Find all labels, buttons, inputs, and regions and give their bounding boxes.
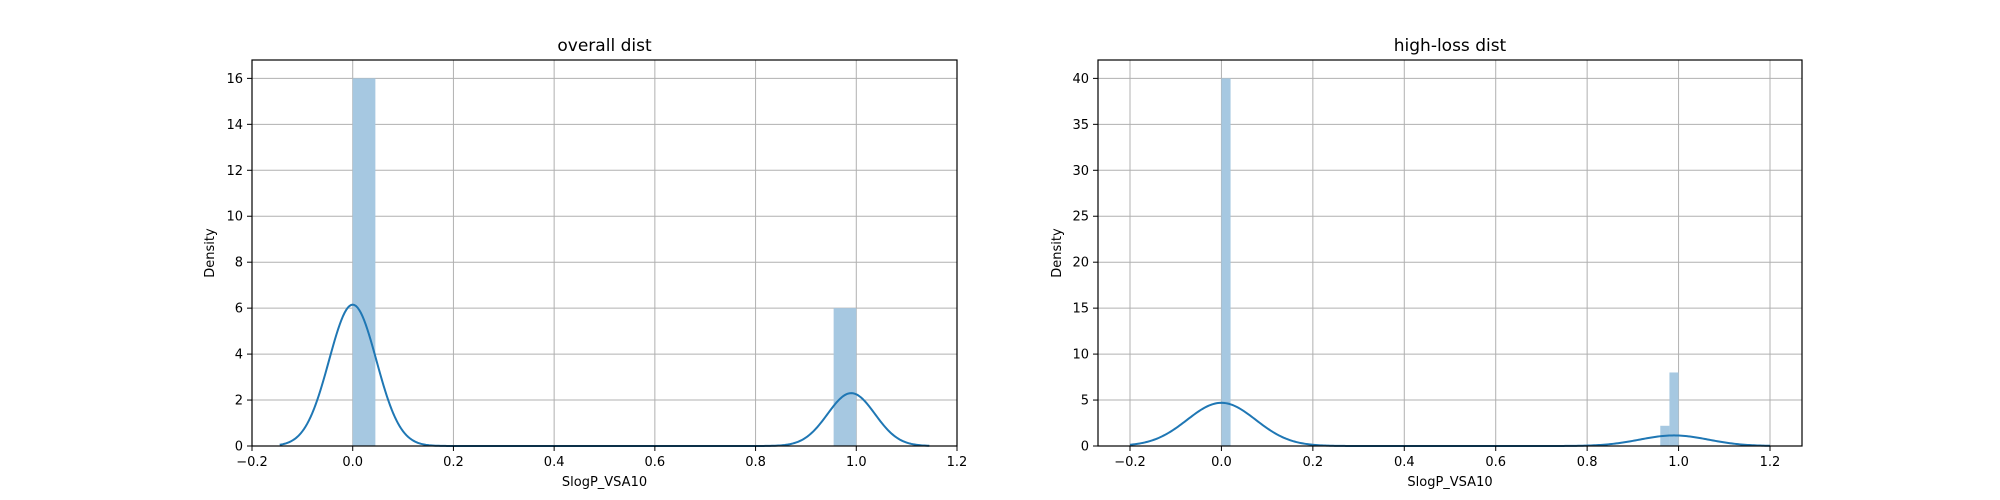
x-tick-label: 1.0 — [846, 455, 867, 470]
y-tick-label: 35 — [1072, 118, 1089, 133]
histogram-bar — [833, 308, 857, 446]
y-tick-label: 40 — [1072, 72, 1089, 87]
x-tick-label: −0.2 — [236, 455, 268, 470]
x-tick-label: 1.2 — [947, 455, 968, 470]
y-axis-label: Density — [203, 228, 218, 278]
y-tick-label: 4 — [235, 348, 243, 363]
x-axis-label: SlogP_VSA10 — [562, 475, 647, 490]
histogram-bar — [352, 78, 376, 446]
x-tick-label: 0.6 — [645, 455, 666, 470]
y-tick-label: 10 — [1072, 348, 1089, 363]
x-tick-label: 0.2 — [1303, 455, 1324, 470]
y-tick-label: 10 — [226, 210, 243, 225]
x-tick-label: 0.2 — [443, 455, 464, 470]
x-ticks: −0.2 0.0 0.2 0.4 0.6 0.8 1.0 1.2 — [1114, 446, 1780, 470]
y-ticks: 0 5 10 15 20 25 30 35 40 — [1072, 72, 1098, 455]
y-tick-label: 0 — [235, 440, 243, 455]
x-tick-label: 0.8 — [1577, 455, 1598, 470]
y-ticks: 0 2 4 6 8 10 12 14 16 — [226, 72, 252, 455]
y-tick-label: 14 — [226, 118, 243, 133]
x-tick-label: 1.2 — [1760, 455, 1781, 470]
y-tick-label: 16 — [226, 72, 243, 87]
x-tick-label: 1.0 — [1668, 455, 1689, 470]
x-axis-label: SlogP_VSA10 — [1407, 475, 1492, 490]
x-tick-label: 0.8 — [745, 455, 766, 470]
histogram-bar — [1221, 78, 1231, 446]
histogram-bars — [352, 78, 857, 446]
x-tick-label: 0.0 — [342, 455, 363, 470]
chart-title: overall dist — [557, 36, 652, 56]
y-tick-label: 12 — [226, 164, 243, 179]
histogram-bar — [1669, 372, 1679, 446]
x-tick-label: −0.2 — [1114, 455, 1146, 470]
plot-frame — [1097, 59, 1803, 447]
y-axis-label: Density — [1050, 228, 1065, 278]
x-tick-label: 0.4 — [1394, 455, 1415, 470]
y-tick-label: 6 — [235, 302, 243, 317]
y-tick-label: 15 — [1072, 302, 1089, 317]
y-tick-label: 0 — [1081, 440, 1089, 455]
panel-high-loss: −0.2 0.0 0.2 0.4 0.6 0.8 1.0 1.2 0 5 10 15 20 25 30 35… — [1050, 36, 1803, 490]
chart-title: high-loss dist — [1394, 36, 1507, 56]
x-tick-label: 0.4 — [544, 455, 565, 470]
panel-overall: −0.2 0.0 0.2 0.4 0.6 0.8 1.0 1.2 0246810121416 … — [203, 36, 967, 490]
plot-frame — [251, 59, 958, 447]
y-tick-label: 2 — [235, 394, 243, 409]
x-tick-label: 0.6 — [1485, 455, 1506, 470]
x-ticks: −0.2 0.0 0.2 0.4 0.6 0.8 1.0 1.2 — [236, 446, 967, 470]
y-tick-label: 20 — [1072, 256, 1089, 271]
y-tick-label: 30 — [1072, 164, 1089, 179]
y-tick-label: 8 — [235, 256, 243, 271]
x-tick-label: 0.0 — [1211, 455, 1232, 470]
y-tick-label: 5 — [1081, 394, 1089, 409]
y-tick-label: 25 — [1072, 210, 1089, 225]
